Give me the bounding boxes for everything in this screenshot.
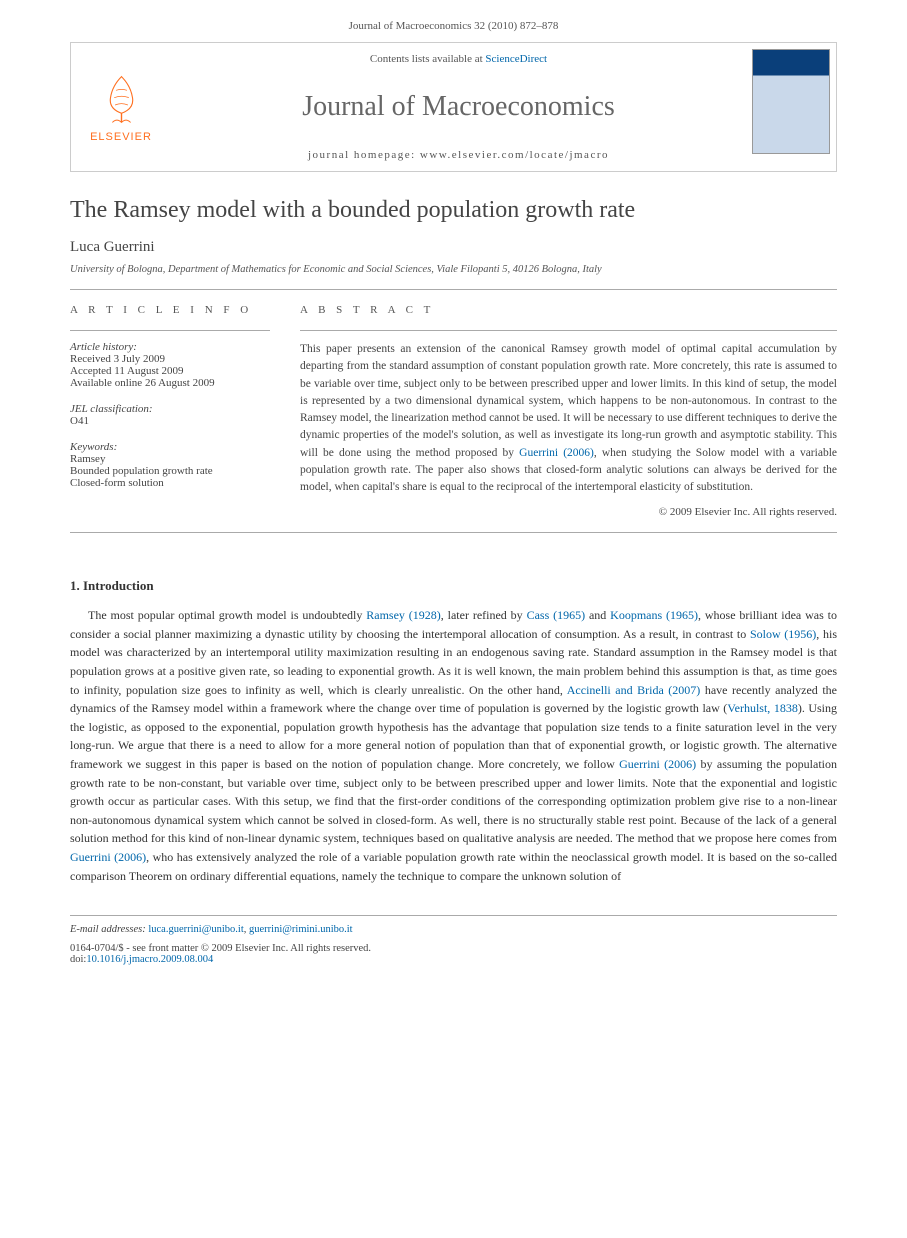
article-title: The Ramsey model with a bounded populati…	[70, 197, 837, 224]
keyword-3: Closed-form solution	[70, 477, 270, 489]
intro-paragraph-1: The most popular optimal growth model is…	[70, 606, 837, 885]
doi-label: doi:	[70, 954, 86, 965]
running-header: Journal of Macroeconomics 32 (2010) 872–…	[0, 0, 907, 42]
sciencedirect-link[interactable]: ScienceDirect	[485, 53, 547, 65]
history-accepted: Accepted 11 August 2009	[70, 365, 270, 377]
article-info-heading: A R T I C L E I N F O	[70, 304, 270, 316]
abstract-heading: A B S T R A C T	[300, 304, 837, 316]
history-heading: Article history:	[70, 341, 270, 353]
rule-abstract	[300, 330, 837, 331]
section-1-heading: 1. Introduction	[70, 578, 837, 594]
contents-available-line: Contents lists available at ScienceDirec…	[370, 53, 547, 65]
page-footer: E-mail addresses: luca.guerrini@unibo.it…	[70, 915, 837, 965]
ref-guerrini-2006-a[interactable]: Guerrini (2006)	[619, 757, 696, 771]
p1i: , who has extensively analyzed the role …	[70, 850, 837, 883]
abstract-copyright: © 2009 Elsevier Inc. All rights reserved…	[300, 506, 837, 518]
author-affiliation: University of Bologna, Department of Mat…	[70, 264, 837, 275]
rule-bottom	[70, 532, 837, 533]
ref-guerrini-2006-b[interactable]: Guerrini (2006)	[70, 850, 146, 864]
jel-code: O41	[70, 415, 270, 427]
jel-block: JEL classification: O41	[70, 403, 270, 427]
keywords-block: Keywords: Ramsey Bounded population grow…	[70, 441, 270, 489]
p1c: and	[585, 608, 610, 622]
abstract-text: This paper presents an extension of the …	[300, 341, 837, 496]
journal-banner: ELSEVIER Contents lists available at Sci…	[70, 42, 837, 172]
doi-line: doi:10.1016/j.jmacro.2009.08.004	[70, 954, 837, 965]
ref-accinelli-brida-2007[interactable]: Accinelli and Brida (2007)	[567, 683, 701, 697]
elsevier-tree-icon	[94, 72, 149, 127]
homepage-url: www.elsevier.com/locate/jmacro	[420, 149, 609, 161]
article-content: The Ramsey model with a bounded populati…	[0, 197, 907, 995]
abstract-column: A B S T R A C T This paper presents an e…	[300, 304, 837, 518]
author-name: Luca Guerrini	[70, 239, 837, 256]
keywords-heading: Keywords:	[70, 441, 270, 453]
intro-body: The most popular optimal growth model is…	[70, 606, 837, 885]
banner-center: Contents lists available at ScienceDirec…	[171, 43, 746, 171]
history-received: Received 3 July 2009	[70, 353, 270, 365]
keyword-2: Bounded population growth rate	[70, 465, 270, 477]
ref-solow-1956[interactable]: Solow (1956)	[750, 627, 816, 641]
journal-cover-box	[746, 43, 836, 171]
email-link-1[interactable]: luca.guerrini@unibo.it	[148, 924, 243, 935]
email-line: E-mail addresses: luca.guerrini@unibo.it…	[70, 924, 837, 935]
p1b: , later refined by	[441, 608, 527, 622]
email-label: E-mail addresses:	[70, 924, 146, 935]
article-info-column: A R T I C L E I N F O Article history: R…	[70, 304, 270, 518]
jel-heading: JEL classification:	[70, 403, 270, 415]
doi-link[interactable]: 10.1016/j.jmacro.2009.08.004	[86, 954, 213, 965]
journal-cover-thumbnail	[752, 49, 830, 154]
rule-info	[70, 330, 270, 331]
ref-cass-1965[interactable]: Cass (1965)	[527, 608, 586, 622]
journal-name: Journal of Macroeconomics	[302, 91, 615, 123]
journal-homepage-line: journal homepage: www.elsevier.com/locat…	[308, 149, 609, 161]
article-history-block: Article history: Received 3 July 2009 Ac…	[70, 341, 270, 389]
homepage-prefix: journal homepage:	[308, 149, 420, 161]
publisher-logo-box: ELSEVIER	[71, 43, 171, 171]
keyword-1: Ramsey	[70, 453, 270, 465]
ref-verhulst-1838[interactable]: Verhulst, 1838	[727, 701, 798, 715]
info-abstract-row: A R T I C L E I N F O Article history: R…	[70, 290, 837, 532]
abstract-ref-guerrini[interactable]: Guerrini (2006)	[519, 447, 594, 459]
history-online: Available online 26 August 2009	[70, 377, 270, 389]
contents-prefix: Contents lists available at	[370, 53, 485, 65]
issn-copyright-line: 0164-0704/$ - see front matter © 2009 El…	[70, 943, 837, 954]
ref-koopmans-1965[interactable]: Koopmans (1965)	[610, 608, 698, 622]
abstract-pre: This paper presents an extension of the …	[300, 343, 837, 459]
elsevier-wordmark: ELSEVIER	[90, 131, 152, 143]
p1a: The most popular optimal growth model is…	[88, 608, 366, 622]
email-link-2[interactable]: guerrini@rimini.unibo.it	[249, 924, 353, 935]
ref-ramsey-1928[interactable]: Ramsey (1928)	[366, 608, 441, 622]
